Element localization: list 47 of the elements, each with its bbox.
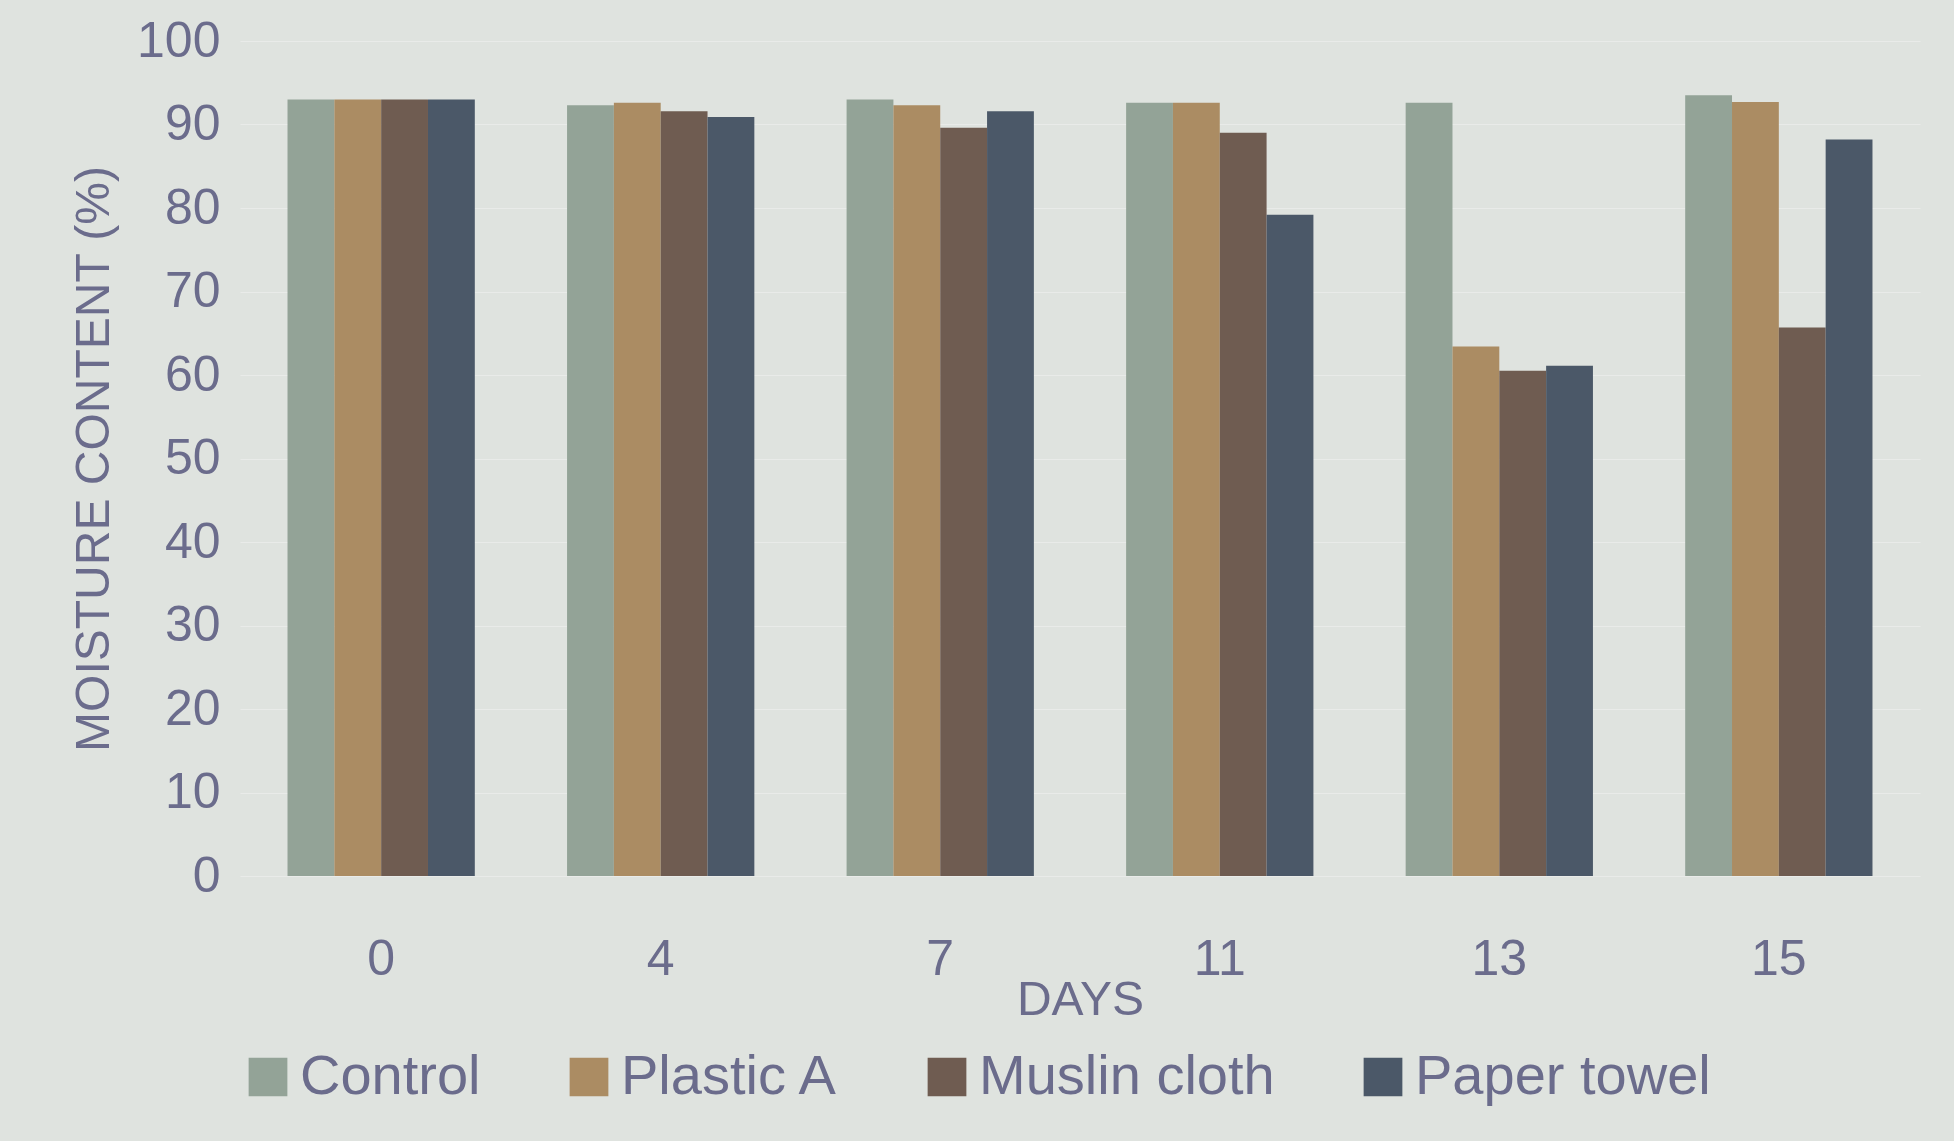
legend-label: Control bbox=[300, 1043, 481, 1106]
bar bbox=[1825, 139, 1873, 876]
y-tick-label: 50 bbox=[164, 429, 221, 485]
x-tick-label: 4 bbox=[646, 929, 675, 986]
x-tick-label: 15 bbox=[1751, 929, 1807, 986]
bar bbox=[940, 127, 988, 876]
legend-label: Plastic A bbox=[621, 1043, 837, 1106]
y-tick-label: 20 bbox=[164, 679, 221, 736]
y-tick-label: 70 bbox=[164, 262, 221, 318]
bar bbox=[707, 116, 755, 876]
y-tick-label: 80 bbox=[164, 178, 221, 235]
bar bbox=[987, 111, 1034, 876]
x-tick-label: 13 bbox=[1471, 929, 1528, 986]
y-tick-label: 0 bbox=[192, 846, 221, 903]
bar bbox=[381, 99, 428, 876]
bar bbox=[660, 111, 708, 876]
bar bbox=[1685, 95, 1733, 876]
y-tick-label: 100 bbox=[137, 11, 221, 68]
bar bbox=[1126, 102, 1173, 876]
y-tick-label: 60 bbox=[164, 345, 221, 402]
bar bbox=[846, 99, 894, 876]
y-tick-label: 30 bbox=[164, 596, 221, 652]
y-axis-title: MOISTURE CONTENT (%) bbox=[66, 166, 120, 752]
y-tick-label: 90 bbox=[164, 95, 221, 151]
bar bbox=[1499, 370, 1547, 876]
legend-label: Muslin cloth bbox=[979, 1043, 1275, 1106]
x-tick-label: 11 bbox=[1193, 929, 1246, 986]
bar bbox=[567, 105, 614, 876]
bar bbox=[1266, 214, 1314, 876]
x-tick-label: 0 bbox=[367, 929, 396, 986]
bar bbox=[334, 99, 382, 876]
bar bbox=[1546, 365, 1593, 876]
bar bbox=[893, 105, 941, 876]
y-tick-label: 10 bbox=[164, 763, 221, 819]
bar bbox=[1452, 346, 1500, 876]
bar bbox=[287, 99, 335, 876]
bar bbox=[1405, 102, 1453, 876]
x-tick-label: 7 bbox=[926, 929, 955, 986]
bar bbox=[1172, 102, 1220, 876]
bar bbox=[1778, 327, 1826, 876]
bar bbox=[613, 102, 661, 876]
legend-label: Paper towel bbox=[1415, 1043, 1711, 1106]
bar bbox=[427, 99, 475, 876]
x-axis-title: DAYS bbox=[1016, 971, 1145, 1025]
bar bbox=[1219, 132, 1267, 876]
y-tick-label: 40 bbox=[164, 512, 221, 569]
bar bbox=[1732, 101, 1779, 876]
